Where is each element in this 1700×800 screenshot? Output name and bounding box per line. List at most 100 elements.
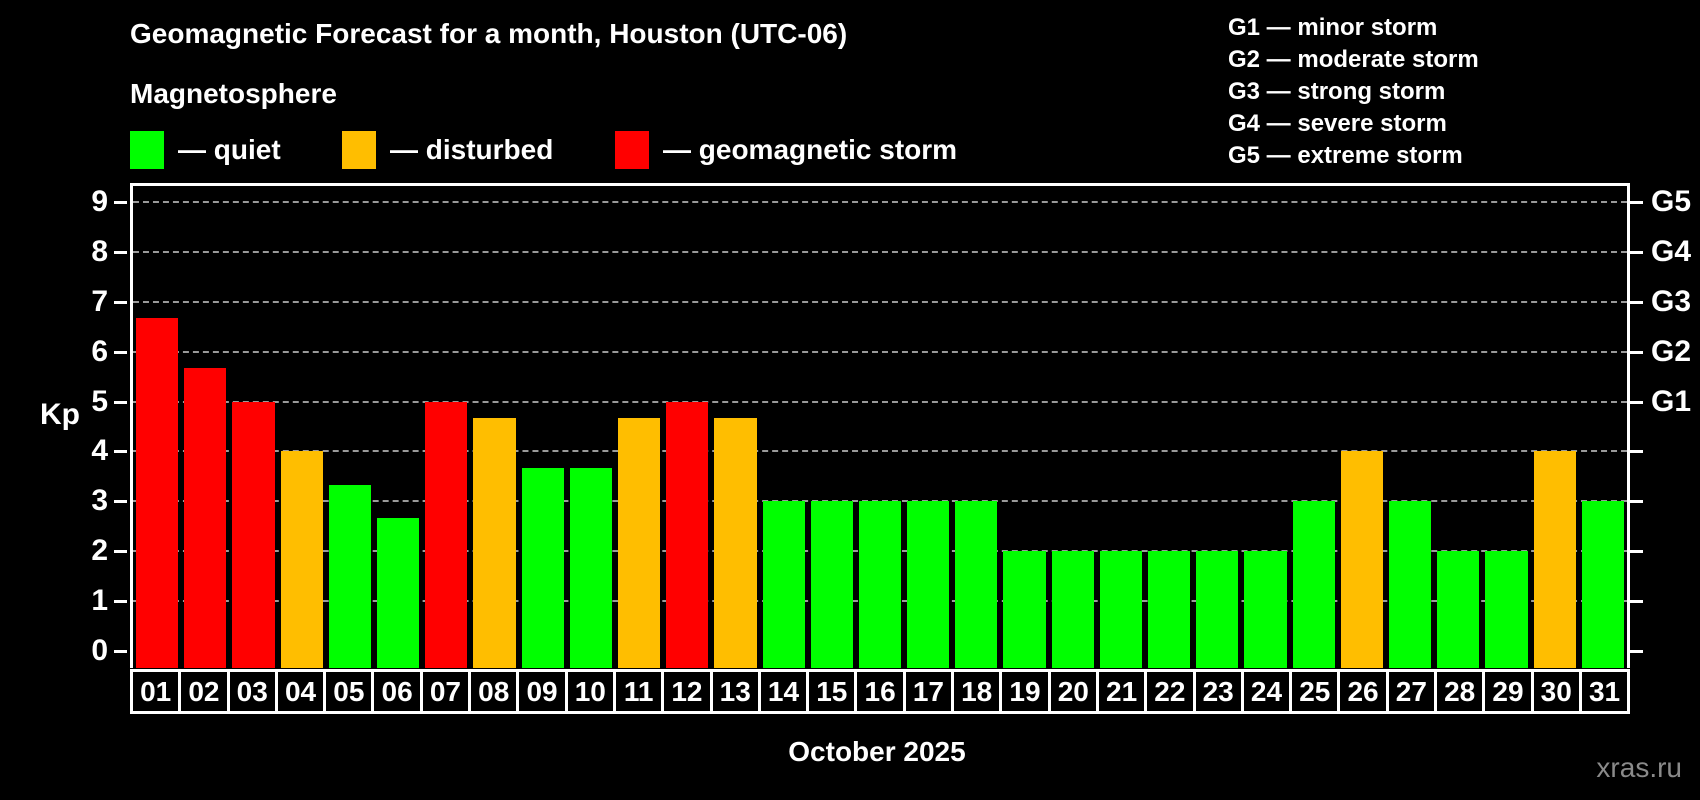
y-axis-tick-right xyxy=(1630,450,1643,454)
x-axis-day-labels: 01 02 03 04 05 06 07 08 09 10 11 12 13 14 15 16 17 18 19 20… xyxy=(130,669,1631,714)
y-axis-title: Kp xyxy=(40,398,80,431)
y-axis-label-7: 7 xyxy=(91,284,108,318)
grid-line-kp-4 xyxy=(133,450,1627,453)
y-axis-label-3: 3 xyxy=(91,484,108,518)
bar-day-05 xyxy=(328,484,371,668)
bar-day-17 xyxy=(907,501,950,668)
chart-title: Geomagnetic Forecast for a month, Housto… xyxy=(130,18,848,49)
bar-day-30 xyxy=(1533,451,1576,668)
storm-scale-line-g1: G1 — minor storm xyxy=(1228,14,1438,41)
bar-day-09 xyxy=(521,467,564,668)
day-label-11: 11 xyxy=(612,669,665,714)
y-axis-tick-right xyxy=(1630,600,1643,604)
bar-day-02 xyxy=(184,368,227,668)
day-label-24: 24 xyxy=(1240,669,1293,714)
y-axis-tick-right xyxy=(1630,500,1643,504)
day-label-04: 04 xyxy=(274,669,327,714)
storm-scale-line-g5: G5 — extreme storm xyxy=(1228,142,1463,169)
day-label-23: 23 xyxy=(1192,669,1244,714)
bar-day-20 xyxy=(1051,551,1094,668)
bar-day-24 xyxy=(1244,551,1287,668)
bar-day-14 xyxy=(762,501,805,668)
bar-day-06 xyxy=(376,517,420,668)
y-axis-tick-left xyxy=(114,600,127,604)
legend-item-storm: — geomagnetic storm xyxy=(615,130,957,170)
bar-day-04 xyxy=(280,451,323,668)
x-axis-title: October 2025 xyxy=(788,736,966,767)
day-label-25: 25 xyxy=(1289,669,1341,714)
grid-line-kp-3 xyxy=(133,500,1627,503)
day-label-28: 28 xyxy=(1434,669,1486,714)
legend-item-disturbed: — disturbed xyxy=(342,130,553,170)
bar-day-27 xyxy=(1389,501,1432,668)
day-label-22: 22 xyxy=(1144,669,1196,714)
day-label-19: 19 xyxy=(999,669,1051,714)
y-axis-label-4: 4 xyxy=(91,434,108,468)
grid-line-kp-8 xyxy=(133,250,1627,253)
day-label-12: 12 xyxy=(661,669,713,714)
bar-day-22 xyxy=(1148,551,1191,668)
bar-day-01 xyxy=(136,318,179,668)
right-axis-label-g4: G4 xyxy=(1651,234,1692,268)
day-label-03: 03 xyxy=(226,669,278,714)
y-axis-tick-right xyxy=(1630,550,1643,554)
y-axis-tick-left xyxy=(114,450,127,454)
watermark: xras.ru xyxy=(1596,752,1682,783)
bar-day-19 xyxy=(1003,551,1046,668)
day-label-13: 13 xyxy=(709,669,761,714)
day-label-05: 05 xyxy=(323,669,375,714)
day-label-01: 01 xyxy=(130,669,182,714)
y-axis-label-1: 1 xyxy=(91,584,108,618)
storm-scale-legend: G1 — minor storm G2 — moderate storm G3 … xyxy=(1228,12,1479,172)
y-axis-label-8: 8 xyxy=(91,234,108,268)
y-axis-tick-right xyxy=(1630,250,1643,254)
bar-day-29 xyxy=(1485,551,1528,668)
y-axis-tick-right xyxy=(1630,200,1643,204)
right-axis-label-g5: G5 xyxy=(1651,184,1692,218)
storm-scale-line-g2: G2 — moderate storm xyxy=(1228,46,1479,73)
plot-area: 0 1 2 3 4 5 6 7 8 9 G1 G2 G3 G4 G5 xyxy=(91,183,1691,668)
y-axis-tick-left xyxy=(114,550,127,554)
day-label-29: 29 xyxy=(1482,669,1534,714)
bar-day-11 xyxy=(617,417,661,668)
y-axis-tick-right xyxy=(1630,650,1643,653)
y-axis-tick-left xyxy=(114,500,127,504)
y-axis-tick-right xyxy=(1630,300,1643,304)
storm-color-swatch xyxy=(615,131,649,169)
grid-line-kp-6 xyxy=(133,350,1627,353)
storm-scale-line-g4: G4 — severe storm xyxy=(1228,110,1447,137)
day-label-14: 14 xyxy=(757,669,810,714)
bar-day-21 xyxy=(1099,551,1143,668)
storm-scale-line-g3: G3 — strong storm xyxy=(1228,78,1446,105)
grid-line-kp-7 xyxy=(133,300,1627,303)
y-axis-tick-right xyxy=(1630,400,1643,404)
bar-day-15 xyxy=(810,501,853,668)
right-axis-label-g3: G3 xyxy=(1651,284,1692,318)
day-label-20: 20 xyxy=(1047,669,1099,714)
day-label-31: 31 xyxy=(1578,669,1631,714)
day-label-27: 27 xyxy=(1385,669,1438,714)
disturbed-color-swatch xyxy=(342,131,376,169)
y-axis-tick-left xyxy=(114,350,127,354)
day-label-10: 10 xyxy=(564,669,616,714)
y-axis-label-9: 9 xyxy=(91,184,108,218)
right-axis-label-g2: G2 xyxy=(1651,334,1692,368)
y-axis-tick-left xyxy=(114,650,127,653)
day-label-07: 07 xyxy=(419,669,472,714)
grid-line-kp-9 xyxy=(133,200,1627,203)
y-axis-tick-left xyxy=(114,250,127,254)
bar-day-28 xyxy=(1437,551,1480,668)
legend-label-quiet: — quiet xyxy=(178,134,281,165)
day-label-30: 30 xyxy=(1530,669,1582,714)
day-label-18: 18 xyxy=(951,669,1003,714)
y-axis-tick-left xyxy=(114,200,127,204)
quiet-color-swatch xyxy=(130,131,164,169)
day-label-08: 08 xyxy=(468,669,520,714)
day-label-16: 16 xyxy=(854,669,906,714)
bar-day-08 xyxy=(473,417,516,668)
legend-item-quiet: — quiet xyxy=(130,130,281,170)
day-label-02: 02 xyxy=(178,669,230,714)
legend-label-storm: — geomagnetic storm xyxy=(663,134,958,165)
day-label-09: 09 xyxy=(516,669,568,714)
